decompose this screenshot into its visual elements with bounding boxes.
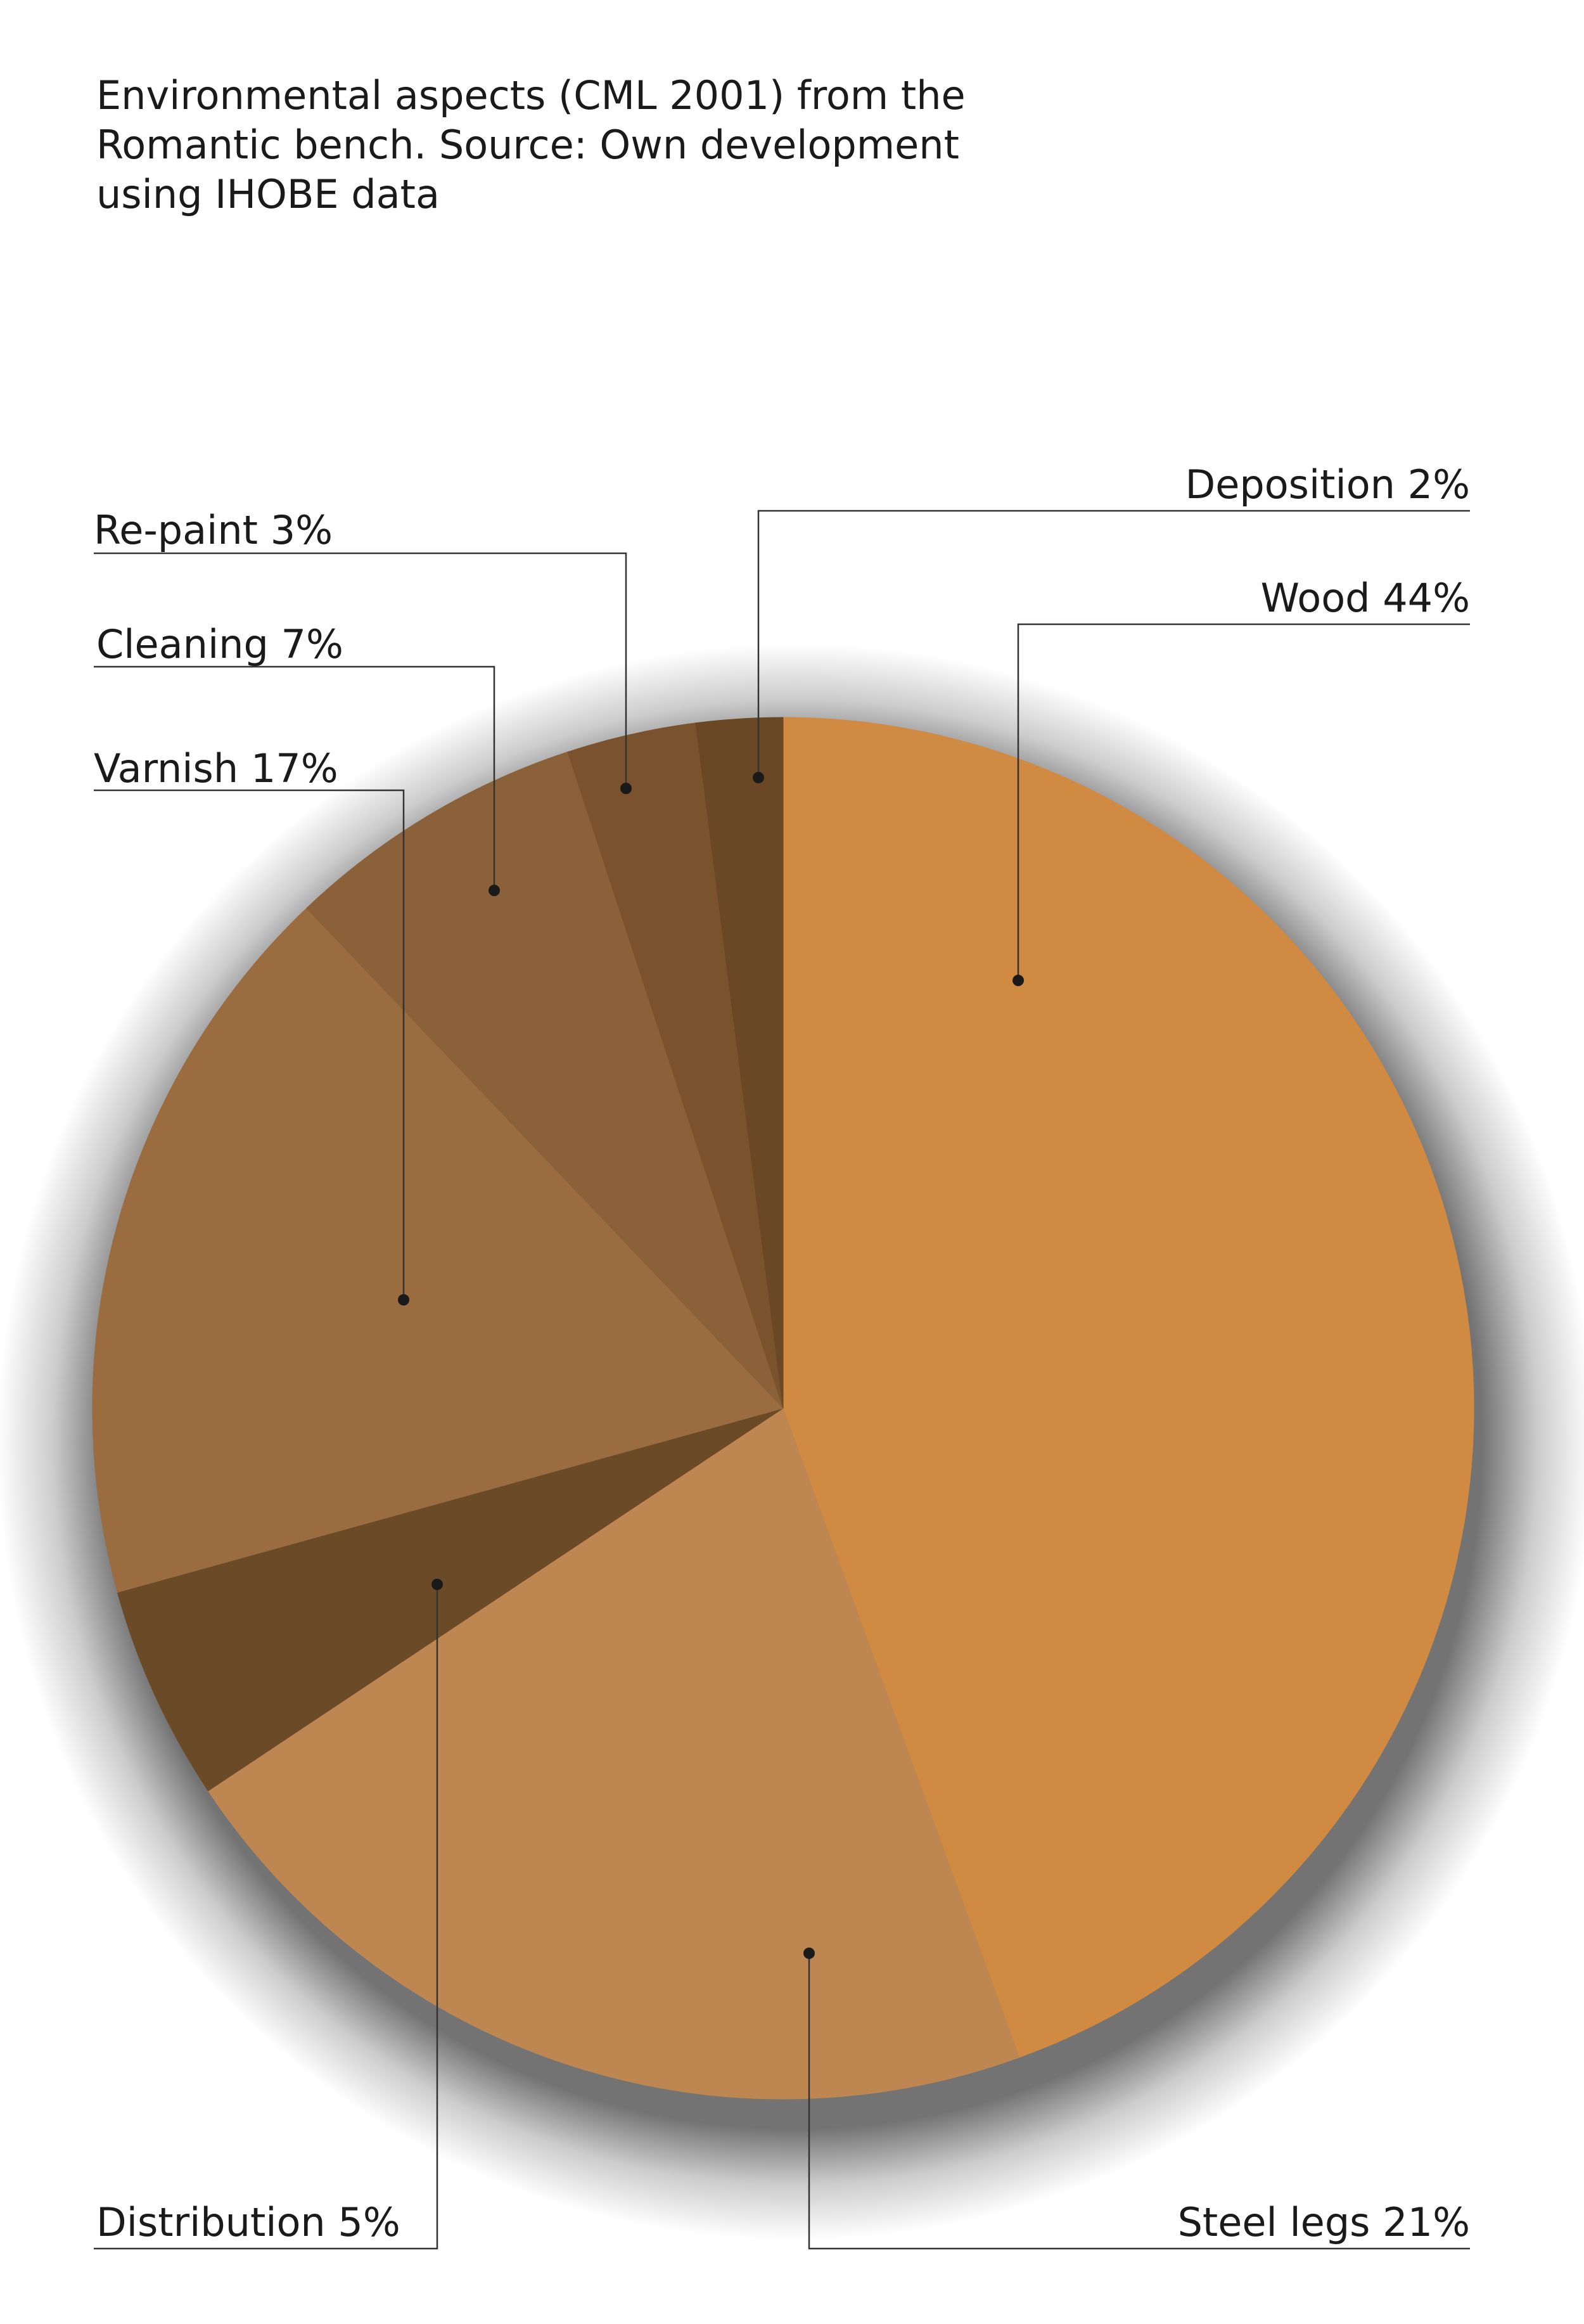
leader-line-wood — [1017, 623, 1470, 980]
pie-slice-cleaning — [306, 751, 784, 1409]
slice-label-wood: Wood 44% — [1261, 575, 1470, 621]
slice-label-steel-legs: Steel legs 21% — [1178, 2199, 1470, 2245]
leader-dot-distribution — [431, 1579, 443, 1590]
leader-dot-wood — [1012, 975, 1024, 986]
leader-line-distribution — [94, 1584, 438, 2250]
leader-dot-cleaning — [489, 885, 500, 896]
chart-title-line-2: Romantic bench. Source: Own development — [96, 122, 959, 168]
leader-line-deposition — [757, 510, 1470, 778]
slice-label-cleaning: Cleaning 7% — [96, 621, 343, 667]
slice-label-distribution: Distribution 5% — [96, 2199, 400, 2245]
leader-lines — [94, 510, 1470, 2250]
leader-line-re-paint — [94, 552, 627, 788]
leader-dot-deposition — [753, 772, 764, 783]
leader-line-steel-legs — [808, 1953, 1470, 2250]
chart-title: Environmental aspects (CML 2001) from th… — [96, 72, 966, 217]
chart-title-line-1: Environmental aspects (CML 2001) from th… — [96, 72, 966, 119]
leader-line-cleaning — [94, 665, 495, 890]
leader-dot-varnish — [398, 1294, 409, 1306]
slice-label-varnish: Varnish 17% — [94, 745, 338, 792]
leader-dot-re-paint — [620, 783, 632, 794]
slice-label-deposition: Deposition 2% — [1185, 461, 1470, 508]
pie-slice-wood — [782, 717, 1474, 2058]
pie-slice-steel-legs — [207, 1408, 1020, 2100]
slice-label-re-paint: Re-paint 3% — [94, 507, 333, 553]
leader-line-varnish — [94, 789, 405, 1300]
pie-slice-deposition — [695, 717, 784, 1409]
pie-slice-varnish — [92, 908, 784, 1593]
leader-dot-steel-legs — [803, 1948, 815, 1959]
pie-slice-distribution — [117, 1408, 784, 1792]
chart-title-line-3: using IHOBE data — [96, 171, 440, 217]
pie-slices — [92, 717, 1474, 2100]
slice-labels: Wood 44% Steel legs 21% Distribution 5% … — [94, 461, 1470, 2245]
